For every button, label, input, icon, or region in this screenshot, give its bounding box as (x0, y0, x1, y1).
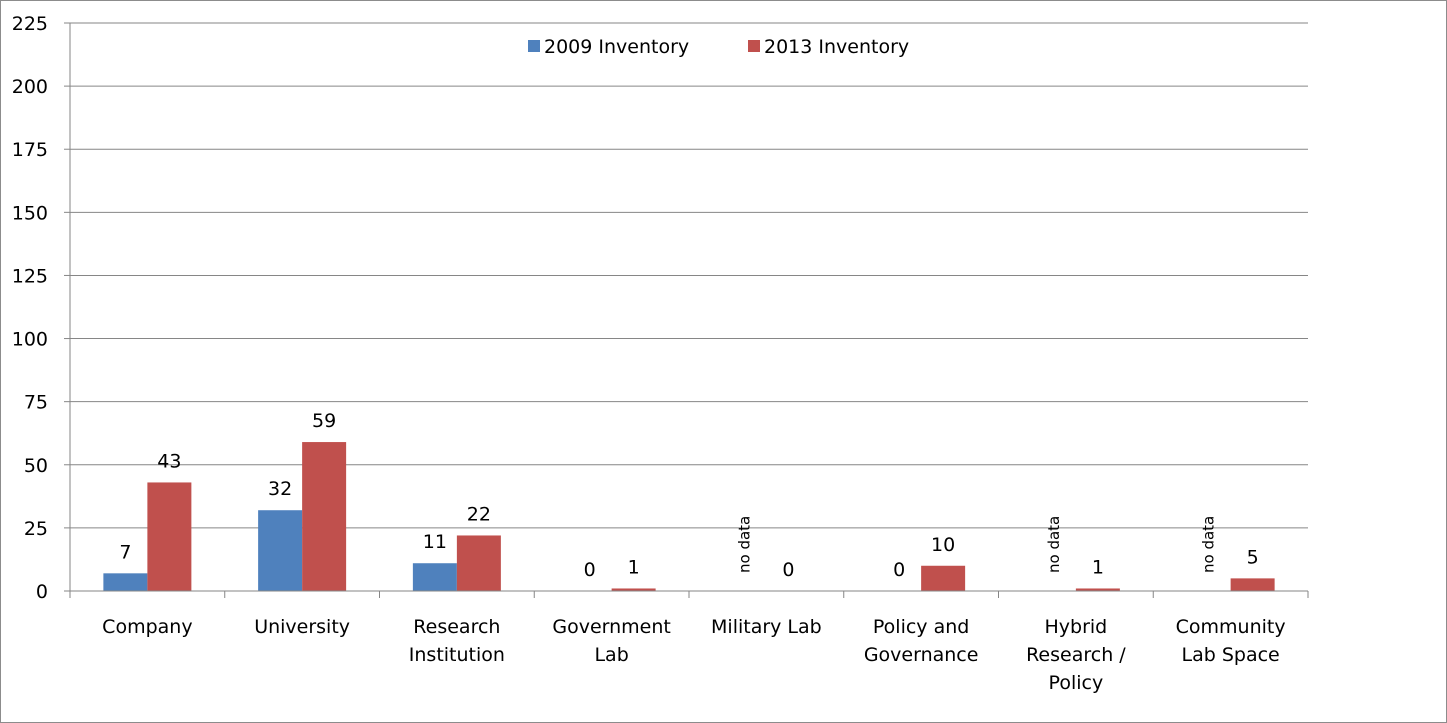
x-tick-label: Policy (1049, 672, 1104, 694)
y-tick-label: 50 (24, 455, 48, 477)
x-tick-label: Policy and (873, 616, 969, 638)
bar-2013-3 (611, 588, 656, 591)
bar-2013-5 (921, 565, 966, 591)
data-label: 0 (893, 559, 905, 581)
y-tick-labels: 0 25 50 75 100 125 150 175 200 225 (12, 13, 48, 603)
bar-2013-1 (302, 442, 347, 591)
x-tick-label: Institution (409, 644, 505, 666)
data-label: 11 (423, 531, 447, 553)
y-tick-label: 150 (12, 202, 48, 224)
bar-2013-2 (456, 535, 501, 591)
y-tick-label: 75 (24, 392, 48, 414)
x-tick-label: Hybrid (1045, 616, 1108, 638)
y-tick-label: 25 (24, 518, 48, 540)
legend-swatch (528, 40, 540, 52)
x-tick-label: Community (1176, 616, 1286, 638)
x-tick-label: University (254, 616, 350, 638)
data-label: 32 (268, 478, 292, 500)
y-tick-label: 200 (12, 76, 48, 98)
y-tick-label: 225 (12, 13, 48, 35)
legend-swatch (748, 40, 760, 52)
x-tick-labels: Company University Research Institution Gove… (102, 616, 1285, 694)
legend-label: 2009 Inventory (544, 36, 689, 58)
bar-2009-0 (103, 573, 148, 591)
data-label: 7 (119, 541, 131, 563)
y-tick-label: 175 (12, 139, 48, 161)
bar-2009-2 (412, 563, 457, 591)
bars (103, 442, 1275, 591)
x-tick-label: Company (102, 616, 192, 638)
data-label: 1 (1092, 556, 1104, 578)
x-tick-label: Military Lab (711, 616, 822, 638)
y-tick-label: 100 (12, 329, 48, 351)
y-tick-label: 125 (12, 265, 48, 287)
data-label: 22 (467, 503, 491, 525)
x-tick-label: Lab Space (1182, 644, 1280, 666)
gridlines (70, 22, 1308, 529)
x-tick-label: Research / (1026, 644, 1126, 666)
bar-2009-1 (258, 510, 303, 591)
x-tick-label: Government (552, 616, 671, 638)
x-tick-label: Governance (864, 644, 979, 666)
legend-label: 2013 Inventory (764, 36, 909, 58)
data-labels: 7 43 32 59 11 22 0 1 no data 0 0 10 no data 1 no data 5 (119, 410, 1258, 581)
x-tick-label: Research (413, 616, 500, 638)
data-label: 0 (782, 559, 794, 581)
data-label: 0 (584, 559, 596, 581)
bar-2013-6 (1075, 588, 1120, 591)
data-label: 10 (931, 534, 955, 556)
data-label: 43 (157, 450, 181, 472)
legend: 2009 Inventory 2013 Inventory (528, 36, 909, 58)
bar-2013-7 (1230, 578, 1275, 591)
data-label: 1 (628, 556, 640, 578)
y-tick-label: 0 (36, 581, 48, 603)
data-label: 59 (312, 410, 336, 432)
axes (64, 22, 1309, 598)
data-label: 5 (1247, 546, 1259, 568)
x-tick-label: Lab (594, 644, 628, 666)
data-label-no-data: no data (1045, 516, 1063, 573)
data-label-no-data: no data (1200, 516, 1218, 573)
data-label-no-data: no data (735, 516, 753, 573)
bar-2013-0 (147, 482, 192, 591)
